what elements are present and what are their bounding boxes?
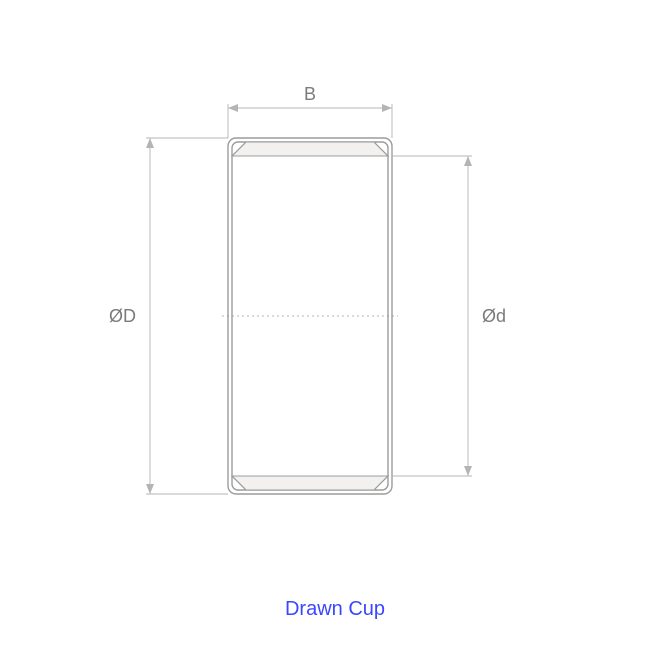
label-d: Ød [482, 306, 506, 326]
roller-band-bottom [232, 476, 388, 490]
technical-drawing: B ØD Ød [0, 0, 670, 670]
label-D: ØD [109, 306, 136, 326]
roller-band-top [232, 142, 388, 156]
label-B: B [304, 84, 316, 104]
inner-cup [232, 142, 388, 490]
caption-text: Drawn Cup [0, 598, 670, 621]
diagram-canvas: B ØD Ød Drawn Cup [0, 0, 670, 670]
